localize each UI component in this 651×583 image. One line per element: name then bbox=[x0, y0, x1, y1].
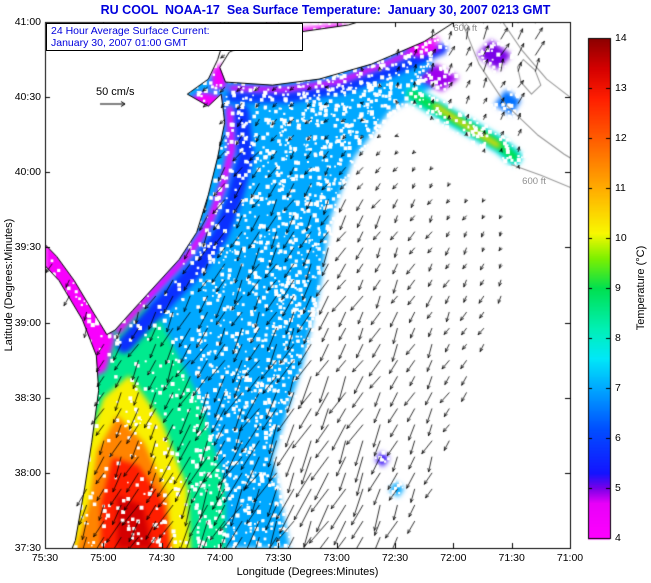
annotation-line-2: January 30, 2007 01:00 GMT bbox=[51, 37, 188, 49]
depth-contour-label: 600 ft bbox=[453, 23, 478, 34]
colorbar-tick-label: 5 bbox=[615, 482, 621, 494]
colorbar-tick-label: 8 bbox=[615, 332, 621, 344]
plot-title: RU COOL NOAA-17 Sea Surface Temperature:… bbox=[100, 3, 551, 17]
colorbar-tick-label: 4 bbox=[615, 532, 621, 544]
x-tick-label: 71:30 bbox=[498, 552, 525, 564]
x-tick-label: 73:00 bbox=[323, 552, 350, 564]
y-tick-label: 39:00 bbox=[14, 316, 41, 329]
y-tick-label: 41:00 bbox=[14, 16, 41, 28]
y-tick-label: 38:30 bbox=[14, 391, 41, 404]
x-axis-label: Longitude (Degrees:Minutes) bbox=[236, 566, 379, 578]
y-tick-label: 38:00 bbox=[14, 466, 41, 479]
x-tick-label: 74:00 bbox=[206, 552, 234, 564]
colorbar-tick-label: 12 bbox=[615, 132, 627, 144]
colorbar-tick-label: 10 bbox=[615, 232, 627, 244]
x-tick-label: 71:00 bbox=[556, 552, 584, 564]
annotation-box: 24 Hour Average Surface Current: January… bbox=[46, 23, 303, 51]
colorbar-tick-label: 6 bbox=[615, 432, 621, 444]
x-tick-label: 72:30 bbox=[381, 552, 409, 564]
colorbar-tick-label: 9 bbox=[615, 282, 621, 294]
x-tick-label: 74:30 bbox=[148, 552, 175, 564]
y-axis-label: Latitude (Degrees:Minutes) bbox=[3, 218, 15, 352]
x-tick-label: 75:00 bbox=[90, 552, 117, 564]
current-scale-label: 50 cm/s bbox=[96, 86, 135, 98]
x-tick-label: 75:30 bbox=[31, 552, 59, 564]
x-tick-label: 73:30 bbox=[265, 552, 292, 564]
colorbar-tick-label: 14 bbox=[615, 32, 627, 44]
y-tick-label: 40:30 bbox=[14, 91, 41, 104]
depth-contour-label: 600 ft bbox=[522, 176, 546, 188]
colorbar-tick-label: 7 bbox=[615, 382, 621, 394]
colorbar-tick-label: 13 bbox=[615, 82, 627, 94]
colorbar-tick-label: 11 bbox=[615, 182, 626, 194]
y-tick-label: 37:30 bbox=[14, 542, 41, 554]
y-tick-label: 39:30 bbox=[14, 241, 41, 254]
annotation-line-1: 24 Hour Average Surface Current: bbox=[51, 25, 210, 37]
y-tick-label: 40:00 bbox=[14, 166, 41, 179]
x-tick-label: 72:00 bbox=[440, 552, 467, 564]
